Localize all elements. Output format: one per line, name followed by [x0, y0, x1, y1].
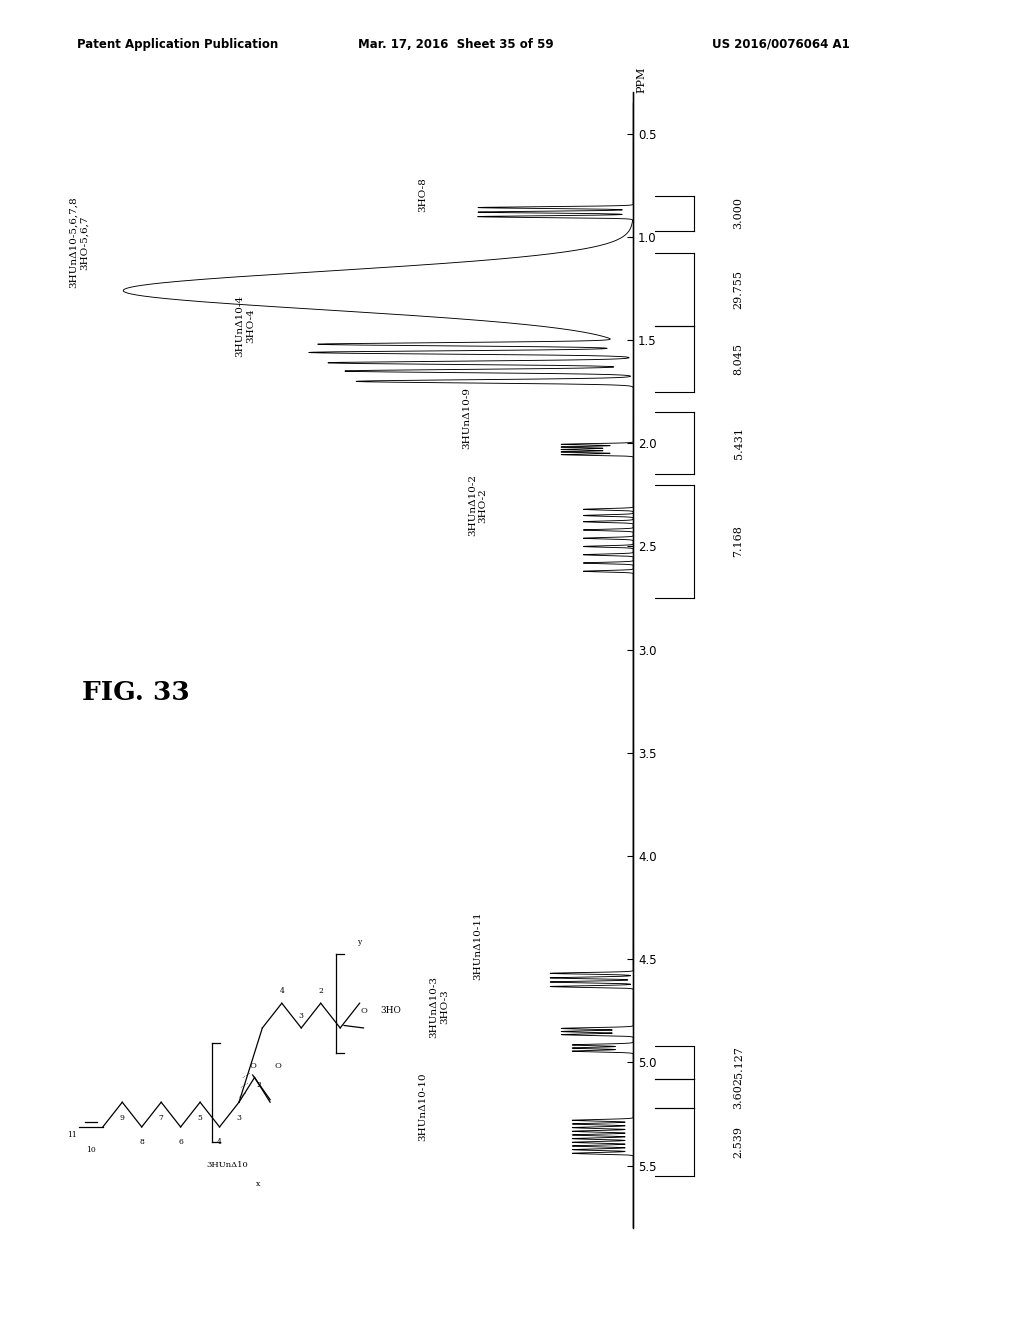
Text: 2: 2: [256, 1081, 261, 1089]
Text: 2: 2: [318, 987, 324, 995]
Text: 4: 4: [217, 1138, 222, 1146]
Text: 3HUnΔ10-3
3HO-3: 3HUnΔ10-3 3HO-3: [429, 975, 449, 1038]
Text: 3HUnΔ10-11: 3HUnΔ10-11: [473, 911, 482, 979]
Text: US 2016/0076064 A1: US 2016/0076064 A1: [712, 37, 850, 50]
Text: 3HUnΔ10-2
3HO-2: 3HUnΔ10-2 3HO-2: [468, 474, 487, 536]
Text: O: O: [360, 1007, 367, 1015]
Text: 7.168: 7.168: [733, 525, 743, 557]
Text: 3HUnΔ10-10: 3HUnΔ10-10: [418, 1072, 427, 1140]
Text: 3.602: 3.602: [733, 1077, 743, 1109]
Text: 3HUnΔ10-9: 3HUnΔ10-9: [463, 388, 471, 450]
Text: 5.431: 5.431: [733, 428, 743, 459]
Text: 5.127: 5.127: [733, 1047, 743, 1078]
Text: 3HUnΔ10-4
3HO-4: 3HUnΔ10-4 3HO-4: [236, 294, 255, 356]
Text: Mar. 17, 2016  Sheet 35 of 59: Mar. 17, 2016 Sheet 35 of 59: [358, 37, 554, 50]
Text: x: x: [256, 1180, 260, 1188]
Text: 3: 3: [299, 1012, 304, 1020]
Text: 9: 9: [120, 1114, 125, 1122]
Text: 3.000: 3.000: [733, 197, 743, 230]
Text: 8.045: 8.045: [733, 343, 743, 375]
Text: 3HUnΔ10-5,6,7,8
3HO-5,6,7: 3HUnΔ10-5,6,7,8 3HO-5,6,7: [70, 197, 89, 289]
Text: 11: 11: [67, 1131, 77, 1139]
Text: 2.539: 2.539: [733, 1126, 743, 1158]
Text: PPM: PPM: [637, 67, 646, 94]
Text: 3HO: 3HO: [380, 1006, 401, 1015]
Text: Patent Application Publication: Patent Application Publication: [77, 37, 279, 50]
Text: 8: 8: [139, 1138, 144, 1146]
Text: 29.755: 29.755: [733, 271, 743, 309]
Text: FIG. 33: FIG. 33: [82, 680, 189, 705]
Text: 3: 3: [237, 1114, 242, 1122]
Text: y: y: [357, 937, 361, 946]
Text: 7: 7: [159, 1114, 164, 1122]
Text: O: O: [274, 1061, 282, 1069]
Text: 6: 6: [178, 1138, 183, 1146]
Text: 10: 10: [86, 1146, 96, 1154]
Text: 4: 4: [280, 987, 285, 995]
Text: O: O: [249, 1061, 256, 1069]
Text: 3HO-8: 3HO-8: [418, 177, 427, 213]
Text: 5: 5: [198, 1114, 203, 1122]
Text: 3HUnΔ10: 3HUnΔ10: [207, 1160, 248, 1168]
